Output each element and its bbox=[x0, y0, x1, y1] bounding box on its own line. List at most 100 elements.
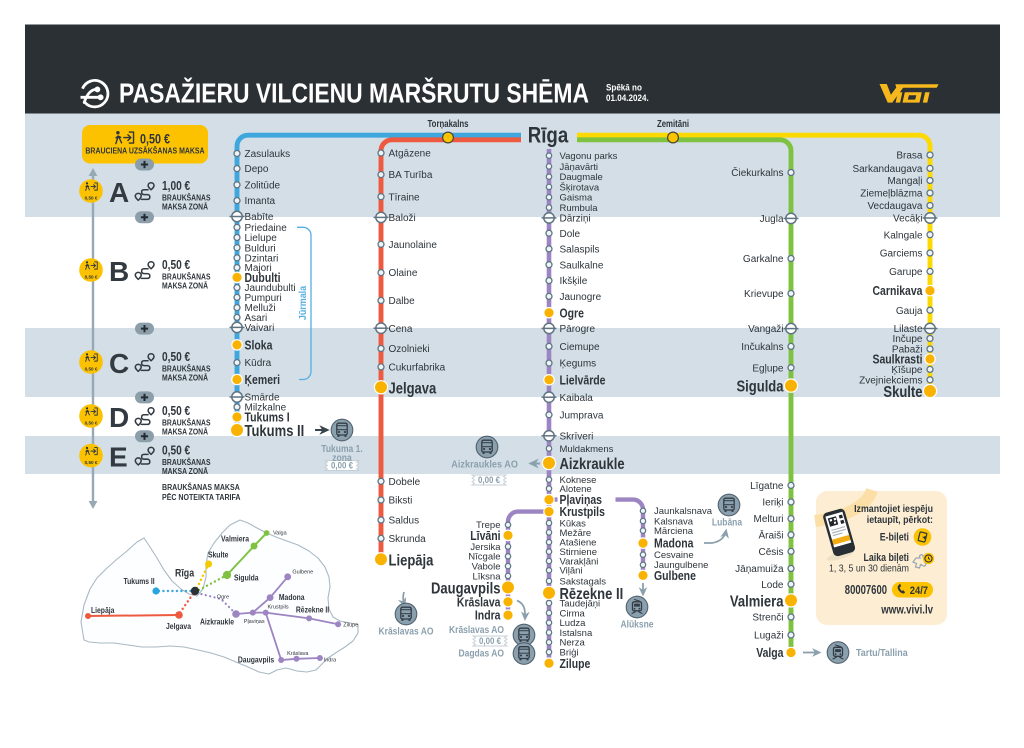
svg-text:PĒC NOTEIKTA TARIFA: PĒC NOTEIKTA TARIFA bbox=[162, 493, 241, 502]
svg-text:Līvāni: Līvāni bbox=[470, 528, 500, 543]
svg-text:BRAUKŠANAS: BRAUKŠANAS bbox=[162, 273, 211, 282]
svg-text:Madona: Madona bbox=[654, 536, 694, 551]
svg-text:Vabole: Vabole bbox=[472, 562, 501, 573]
svg-text:Atgāzene: Atgāzene bbox=[389, 149, 432, 160]
svg-text:0,50 €: 0,50 € bbox=[85, 275, 98, 280]
svg-text:Ciemupe: Ciemupe bbox=[560, 342, 600, 353]
svg-text:Tukums I: Tukums I bbox=[245, 410, 290, 425]
svg-text:Aizkraukles AO: Aizkraukles AO bbox=[451, 459, 518, 471]
svg-text:Ķegums: Ķegums bbox=[560, 359, 597, 370]
svg-text:BRAUKŠANAS: BRAUKŠANAS bbox=[162, 419, 211, 428]
svg-text:01.04.2024.: 01.04.2024. bbox=[606, 93, 649, 104]
svg-text:Varakļāni: Varakļāni bbox=[560, 556, 599, 567]
svg-text:0,50 €: 0,50 € bbox=[162, 257, 190, 272]
svg-text:Krāslavas AO: Krāslavas AO bbox=[379, 627, 434, 638]
svg-text:Dzintari: Dzintari bbox=[245, 253, 279, 264]
svg-text:0,50 €: 0,50 € bbox=[140, 132, 170, 147]
svg-text:Vaivari: Vaivari bbox=[245, 323, 275, 334]
svg-text:Garupe: Garupe bbox=[889, 267, 923, 278]
svg-text:Zemitāni: Zemitāni bbox=[657, 119, 689, 130]
svg-text:Muldakmens: Muldakmens bbox=[560, 444, 614, 455]
svg-text:Ogre: Ogre bbox=[560, 305, 584, 320]
svg-text:Brasa: Brasa bbox=[896, 151, 923, 162]
svg-text:Daugavpils: Daugavpils bbox=[238, 654, 275, 664]
svg-text:0,50 €: 0,50 € bbox=[162, 349, 190, 364]
svg-text:Melturi: Melturi bbox=[753, 514, 783, 525]
svg-text:Rīga: Rīga bbox=[528, 123, 569, 148]
svg-text:Jaunogre: Jaunogre bbox=[560, 292, 602, 303]
svg-text:Vangaži: Vangaži bbox=[748, 324, 783, 335]
svg-text:0,50 €: 0,50 € bbox=[85, 196, 98, 201]
svg-text:Tukums II: Tukums II bbox=[124, 576, 155, 586]
svg-text:Dalbe: Dalbe bbox=[389, 296, 416, 307]
svg-text:Jaunolaine: Jaunolaine bbox=[389, 240, 438, 251]
svg-text:Daugmale: Daugmale bbox=[560, 172, 603, 183]
svg-text:Lielvārde: Lielvārde bbox=[560, 372, 606, 387]
svg-text:PASAŽIERU VILCIENU MARŠRUTU SH: PASAŽIERU VILCIENU MARŠRUTU SHĒMA bbox=[119, 77, 589, 109]
svg-text:Kūdra: Kūdra bbox=[245, 358, 272, 369]
svg-text:Egļupe: Egļupe bbox=[752, 363, 784, 374]
svg-text:BRAUKŠANAS MAKSA: BRAUKŠANAS MAKSA bbox=[162, 483, 240, 492]
svg-text:Tukums II: Tukums II bbox=[245, 423, 305, 440]
svg-text:Melluži: Melluži bbox=[245, 303, 276, 314]
svg-text:Liepāja: Liepāja bbox=[389, 552, 434, 569]
svg-text:Gaisma: Gaisma bbox=[560, 193, 593, 204]
svg-text:BA Turība: BA Turība bbox=[389, 170, 433, 181]
svg-text:Jaungulbene: Jaungulbene bbox=[654, 560, 708, 571]
svg-text:Inčupe: Inčupe bbox=[892, 334, 922, 345]
svg-text:Čiekurkalns: Čiekurkalns bbox=[731, 166, 783, 179]
svg-text:Krāslava: Krāslava bbox=[287, 651, 309, 657]
svg-text:Stirniene: Stirniene bbox=[560, 547, 598, 558]
svg-text:Dole: Dole bbox=[560, 229, 581, 240]
svg-text:Jaundubulti: Jaundubulti bbox=[245, 283, 296, 294]
svg-text:Majori: Majori bbox=[245, 263, 272, 274]
svg-text:Skulte: Skulte bbox=[883, 384, 922, 401]
svg-text:Valmiera: Valmiera bbox=[221, 533, 249, 543]
svg-text:Lubāna: Lubāna bbox=[712, 518, 743, 529]
svg-text:Briģi: Briģi bbox=[560, 648, 579, 659]
svg-text:Cēsis: Cēsis bbox=[758, 547, 783, 558]
svg-text:MAKSA ZONĀ: MAKSA ZONĀ bbox=[162, 428, 208, 437]
svg-text:Pumpuri: Pumpuri bbox=[245, 293, 282, 304]
svg-text:Skulte: Skulte bbox=[208, 550, 229, 560]
svg-text:Aizkraukle: Aizkraukle bbox=[200, 617, 234, 627]
svg-text:Ieriķi: Ieriķi bbox=[762, 498, 783, 509]
svg-text:Rīga: Rīga bbox=[175, 568, 195, 580]
svg-text:Zasulauks: Zasulauks bbox=[245, 149, 291, 160]
svg-text:A: A bbox=[109, 177, 129, 208]
svg-text:Laika biļeti: Laika biļeti bbox=[864, 552, 910, 564]
svg-text:0,50 €: 0,50 € bbox=[85, 460, 98, 465]
svg-text:Indra: Indra bbox=[475, 608, 501, 623]
svg-text:Krustpils: Krustpils bbox=[560, 504, 605, 519]
svg-text:Ludza: Ludza bbox=[560, 618, 587, 629]
svg-text:Asari: Asari bbox=[245, 313, 268, 324]
svg-text:Rumbula: Rumbula bbox=[560, 203, 599, 214]
svg-text:Krāslavas AO: Krāslavas AO bbox=[449, 625, 504, 636]
svg-text:Izmantojiet iespēju: Izmantojiet iespēju bbox=[854, 503, 933, 515]
svg-text:Lugaži: Lugaži bbox=[754, 631, 783, 642]
svg-text:Gauja: Gauja bbox=[896, 306, 923, 317]
svg-text:B: B bbox=[109, 256, 129, 287]
svg-text:Pabaži: Pabaži bbox=[892, 345, 923, 356]
svg-text:Krievupe: Krievupe bbox=[744, 289, 784, 300]
svg-text:www.vivi.lv: www.vivi.lv bbox=[880, 605, 933, 617]
svg-text:0,50 €: 0,50 € bbox=[162, 403, 190, 418]
svg-text:Skrunda: Skrunda bbox=[389, 534, 427, 545]
svg-text:Vecdaugava: Vecdaugava bbox=[867, 201, 922, 212]
svg-text:Zvejniekciems: Zvejniekciems bbox=[859, 375, 922, 386]
svg-text:ietaupīt, pērkot:: ietaupīt, pērkot: bbox=[867, 514, 933, 526]
svg-text:Smārde: Smārde bbox=[245, 393, 280, 404]
svg-text:Indra: Indra bbox=[324, 658, 337, 664]
svg-text:Cena: Cena bbox=[389, 324, 413, 335]
svg-text:Salaspils: Salaspils bbox=[560, 245, 600, 256]
svg-text:1,00 €: 1,00 € bbox=[162, 178, 190, 193]
svg-text:Viļāni: Viļāni bbox=[560, 566, 583, 577]
svg-text:Olaine: Olaine bbox=[389, 268, 418, 279]
svg-text:Gulbene: Gulbene bbox=[654, 568, 696, 583]
svg-text:Liepāja: Liepāja bbox=[91, 605, 115, 615]
svg-text:Jaunkalsnava: Jaunkalsnava bbox=[654, 506, 713, 517]
svg-text:Saulkrasti: Saulkrasti bbox=[873, 352, 923, 367]
svg-text:Rēzekne II: Rēzekne II bbox=[560, 586, 624, 603]
svg-text:BRAUKŠANAS: BRAUKŠANAS bbox=[162, 458, 211, 467]
svg-text:Baloži: Baloži bbox=[389, 213, 416, 224]
